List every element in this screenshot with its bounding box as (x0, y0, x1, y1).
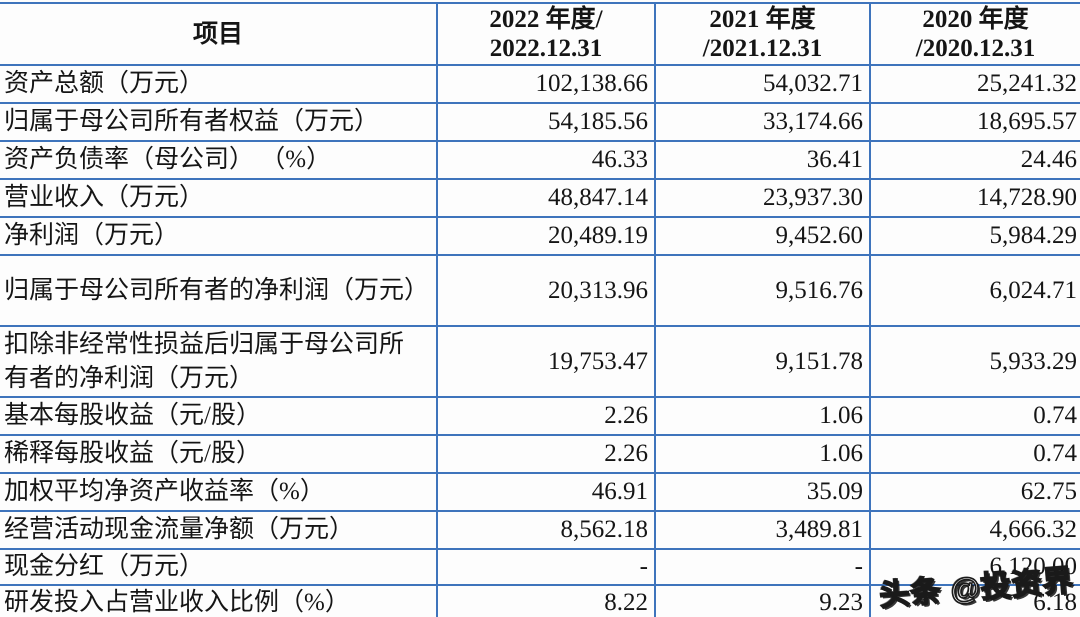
cell-2021: 36.41 (654, 140, 871, 180)
col-header-2020: 2020 年度 /2020.12.31 (869, 2, 1080, 66)
cell-2022: 102,138.66 (436, 64, 656, 104)
table-row-operating-cash-flow: 经营活动现金流量净额（万元） 8,562.18 3,489.81 4,666.3… (0, 510, 1080, 550)
table-row-net-profit: 净利润（万元） 20,489.19 9,452.60 5,984.29 (0, 216, 1080, 256)
cell-2020: 5,984.29 (869, 216, 1080, 256)
cell-2022: 8.22 (436, 584, 656, 617)
cell-2021: 23,937.30 (654, 178, 871, 218)
cell-2021: 9.23 (654, 584, 871, 617)
cell-2021: - (654, 548, 871, 586)
header-row: 项目 2022 年度/ 2022.12.31 2021 年度 /2021.12.… (0, 2, 1080, 66)
cell-2021: 3,489.81 (654, 510, 871, 550)
row-label: 营业收入（万元） (0, 178, 438, 218)
row-label: 资产总额（万元） (0, 64, 438, 104)
cell-2022: 48,847.14 (436, 178, 656, 218)
cell-2020: 24.46 (869, 140, 1080, 180)
cell-2020: 6,024.71 (869, 254, 1080, 327)
cell-2021: 1.06 (654, 396, 871, 436)
table-row-deducted-net-profit: 扣除非经常性损益后归属于母公司所有者的净利润（万元） 19,753.47 9,1… (0, 325, 1080, 398)
row-label: 资产负债率（母公司） （%） (0, 140, 438, 180)
cell-2020: 18,695.57 (869, 102, 1080, 142)
row-label: 经营活动现金流量净额（万元） (0, 510, 438, 550)
cell-2022: 54,185.56 (436, 102, 656, 142)
table-row-diluted-eps: 稀释每股收益（元/股） 2.26 1.06 0.74 (0, 434, 1080, 474)
col-header-2021-line2: /2021.12.31 (702, 35, 823, 62)
cell-2022: 2.26 (436, 396, 656, 436)
row-label: 稀释每股收益（元/股） (0, 434, 438, 474)
col-header-item: 项目 (0, 2, 438, 66)
row-label: 净利润（万元） (0, 216, 438, 256)
cell-2020: 0.74 (869, 396, 1080, 436)
cell-2020: 25,241.32 (869, 64, 1080, 104)
table-row-parent-equity: 归属于母公司所有者权益（万元） 54,185.56 33,174.66 18,6… (0, 102, 1080, 142)
col-header-2022-line1: 2022 年度/ (489, 6, 603, 33)
cell-2022: 19,753.47 (436, 325, 656, 398)
cell-2022: 8,562.18 (436, 510, 656, 550)
cell-2022: 20,313.96 (436, 254, 656, 327)
cell-2020: 6,120.00 (869, 548, 1080, 586)
col-header-2021-line1: 2021 年度 (709, 6, 816, 33)
cell-2021: 9,151.78 (654, 325, 871, 398)
cell-2021: 9,516.76 (654, 254, 871, 327)
row-label: 扣除非经常性损益后归属于母公司所有者的净利润（万元） (0, 325, 438, 398)
row-label: 基本每股收益（元/股） (0, 396, 438, 436)
cell-2020: 14,728.90 (869, 178, 1080, 218)
cell-2021: 35.09 (654, 472, 871, 512)
cell-2020: 62.75 (869, 472, 1080, 512)
cell-2020: 6.18 (869, 584, 1080, 617)
table-row-debt-ratio: 资产负债率（母公司） （%） 46.33 36.41 24.46 (0, 140, 1080, 180)
cell-2021: 54,032.71 (654, 64, 871, 104)
table-row-rd-ratio: 研发投入占营业收入比例（%） 8.22 9.23 6.18 (0, 584, 1080, 617)
cell-2022: 2.26 (436, 434, 656, 474)
cell-2020: 0.74 (869, 434, 1080, 474)
row-label: 归属于母公司所有者的净利润（万元） (0, 254, 438, 327)
row-label: 加权平均净资产收益率（%） (0, 472, 438, 512)
row-label: 现金分红（万元） (0, 548, 438, 586)
cell-2022: 46.91 (436, 472, 656, 512)
table-row-total-assets: 资产总额（万元） 102,138.66 54,032.71 25,241.32 (0, 64, 1080, 104)
cell-2022: 46.33 (436, 140, 656, 180)
cell-2020: 4,666.32 (869, 510, 1080, 550)
col-header-2022-line2: 2022.12.31 (489, 35, 603, 62)
row-label: 归属于母公司所有者权益（万元） (0, 102, 438, 142)
table-row-weighted-roe: 加权平均净资产收益率（%） 46.91 35.09 62.75 (0, 472, 1080, 512)
table-row-parent-net-profit: 归属于母公司所有者的净利润（万元） 20,313.96 9,516.76 6,0… (0, 254, 1080, 327)
cell-2022: 20,489.19 (436, 216, 656, 256)
table-row-basic-eps: 基本每股收益（元/股） 2.26 1.06 0.74 (0, 396, 1080, 436)
cell-2022: - (436, 548, 656, 586)
table-row-revenue: 营业收入（万元） 48,847.14 23,937.30 14,728.90 (0, 178, 1080, 218)
cell-2021: 1.06 (654, 434, 871, 474)
table-row-cash-dividend: 现金分红（万元） - - 6,120.00 (0, 548, 1080, 586)
col-header-2020-line2: /2020.12.31 (915, 35, 1036, 62)
col-header-2020-line1: 2020 年度 (922, 6, 1029, 33)
col-header-2021: 2021 年度 /2021.12.31 (654, 2, 871, 66)
cell-2020: 5,933.29 (869, 325, 1080, 398)
cell-2021: 9,452.60 (654, 216, 871, 256)
cell-2021: 33,174.66 (654, 102, 871, 142)
row-label: 研发投入占营业收入比例（%） (0, 584, 438, 617)
col-header-2022: 2022 年度/ 2022.12.31 (436, 2, 656, 66)
